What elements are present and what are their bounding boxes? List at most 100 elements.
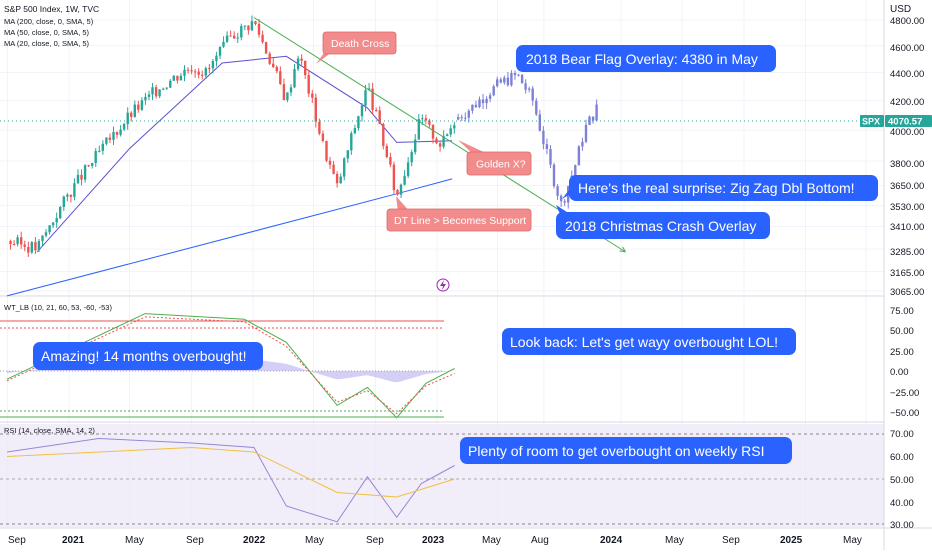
candle — [275, 67, 278, 72]
overlay-candle — [556, 186, 559, 196]
wt-tick: 0.00 — [890, 367, 909, 378]
overlay-candle — [488, 95, 492, 99]
price-tick: 3800.00 — [890, 159, 924, 170]
candle — [20, 237, 23, 245]
symbol-badge-text: SPX — [862, 117, 880, 127]
candle — [311, 93, 314, 98]
time-label: May — [125, 535, 144, 546]
candle — [392, 164, 396, 191]
candle — [147, 94, 151, 97]
look-back-callout[interactable]: Look back: Let's get wayy overbought LOL… — [502, 328, 796, 355]
candle — [211, 61, 215, 69]
candle — [115, 132, 119, 135]
bear-flag-callout[interactable]: 2018 Bear Flag Overlay: 4380 in May — [516, 45, 776, 72]
candle — [247, 25, 250, 31]
overbought-callout[interactable]: Amazing! 14 months overbought! — [33, 342, 263, 370]
candle — [250, 21, 254, 31]
price-tick: 3165.00 — [890, 268, 924, 279]
price-axis-unit: USD — [890, 4, 911, 15]
time-label: May — [843, 535, 862, 546]
rsi-tick: 40.00 — [890, 498, 914, 509]
time-label: 2021 — [62, 535, 85, 546]
time-axis[interactable]: Sep 2021 May Sep 2022 May Sep 2023 May A… — [8, 535, 862, 546]
rsi-lines — [6, 437, 455, 523]
candle — [343, 158, 346, 177]
overlay-candle — [577, 146, 581, 166]
price-axis[interactable]: USD 4800.00 4600.00 4400.00 4200.00 4000… — [860, 4, 932, 298]
wt-axis[interactable]: 75.00 50.00 25.00 0.00 −25.00 −50.00 — [890, 306, 919, 419]
rsi-tick: 60.00 — [890, 452, 914, 463]
candle — [130, 112, 133, 117]
price-tick: 3065.00 — [890, 287, 924, 298]
candle — [30, 242, 33, 253]
candle — [406, 162, 410, 176]
candle — [357, 116, 360, 129]
candle — [279, 71, 282, 84]
death-cross-callout[interactable]: Death Cross — [316, 31, 397, 64]
overlay-candle — [545, 144, 549, 149]
candle — [293, 69, 296, 88]
candle — [414, 139, 417, 153]
overlay-candle — [549, 149, 552, 165]
overlay-candle — [464, 117, 467, 119]
price-tick: 3410.00 — [890, 222, 924, 233]
candle — [396, 190, 399, 195]
candle — [162, 88, 165, 90]
lightning-icon[interactable] — [436, 278, 450, 292]
dt-line-callout[interactable]: DT Line > Becomes Support — [386, 196, 532, 232]
rsi-ma-line — [6, 446, 455, 498]
rsi-room-callout[interactable]: Plenty of room to get overbought on week… — [460, 437, 792, 464]
ma20-legend: MA (20, close, 0, SMA, 5) — [4, 39, 90, 48]
overlay-candle — [506, 77, 510, 86]
zig-zag-label: Here's the real surprise: Zig Zag Dbl Bo… — [578, 180, 855, 196]
overlay-candle — [513, 73, 517, 76]
candle — [66, 194, 69, 197]
candle — [218, 46, 222, 56]
candle — [424, 118, 428, 121]
candle — [151, 87, 154, 95]
overlay-candle — [559, 195, 563, 202]
candle — [325, 141, 328, 161]
candle — [190, 70, 193, 72]
candle — [87, 165, 90, 167]
candle — [55, 218, 58, 223]
christmas-callout[interactable]: 2018 Christmas Crash Overlay — [556, 205, 770, 239]
candle — [428, 120, 431, 125]
symbol-badge — [860, 115, 884, 127]
candle — [264, 42, 268, 54]
candle — [76, 174, 80, 184]
candle — [346, 150, 349, 159]
price-tick: 3650.00 — [890, 181, 924, 192]
rsi-axis[interactable]: 70.00 60.00 50.00 40.00 30.00 — [890, 429, 914, 531]
wt-lines — [6, 313, 455, 419]
overlay-candle — [496, 79, 499, 87]
candle — [229, 35, 232, 37]
overlay-candle — [591, 116, 595, 121]
overlay-candle — [467, 110, 470, 118]
candle — [378, 110, 381, 124]
last-price-value: 4070.57 — [888, 117, 922, 128]
overlay-candle — [471, 104, 474, 111]
golden-x-callout[interactable]: Golden X? — [458, 140, 532, 176]
overlay-candle — [520, 74, 524, 84]
death-cross-label: Death Cross — [331, 38, 389, 50]
candle — [243, 25, 246, 27]
zig-zag-callout[interactable]: Here's the real surprise: Zig Zag Dbl Bo… — [562, 175, 878, 201]
candle — [172, 75, 175, 81]
candle — [112, 132, 115, 140]
candle — [44, 232, 48, 236]
candle — [353, 128, 357, 134]
candle — [360, 105, 364, 117]
wt-tick: 25.00 — [890, 347, 914, 358]
wt2-line — [6, 316, 455, 415]
time-label: 2022 — [243, 535, 266, 546]
candle — [59, 207, 62, 219]
candle — [389, 157, 392, 165]
candle — [453, 125, 456, 129]
ma200-legend: MA (200, close, 0, SMA, 5) — [4, 17, 94, 26]
time-label: Sep — [722, 535, 740, 546]
candle — [183, 69, 186, 76]
time-label: 2025 — [780, 535, 803, 546]
